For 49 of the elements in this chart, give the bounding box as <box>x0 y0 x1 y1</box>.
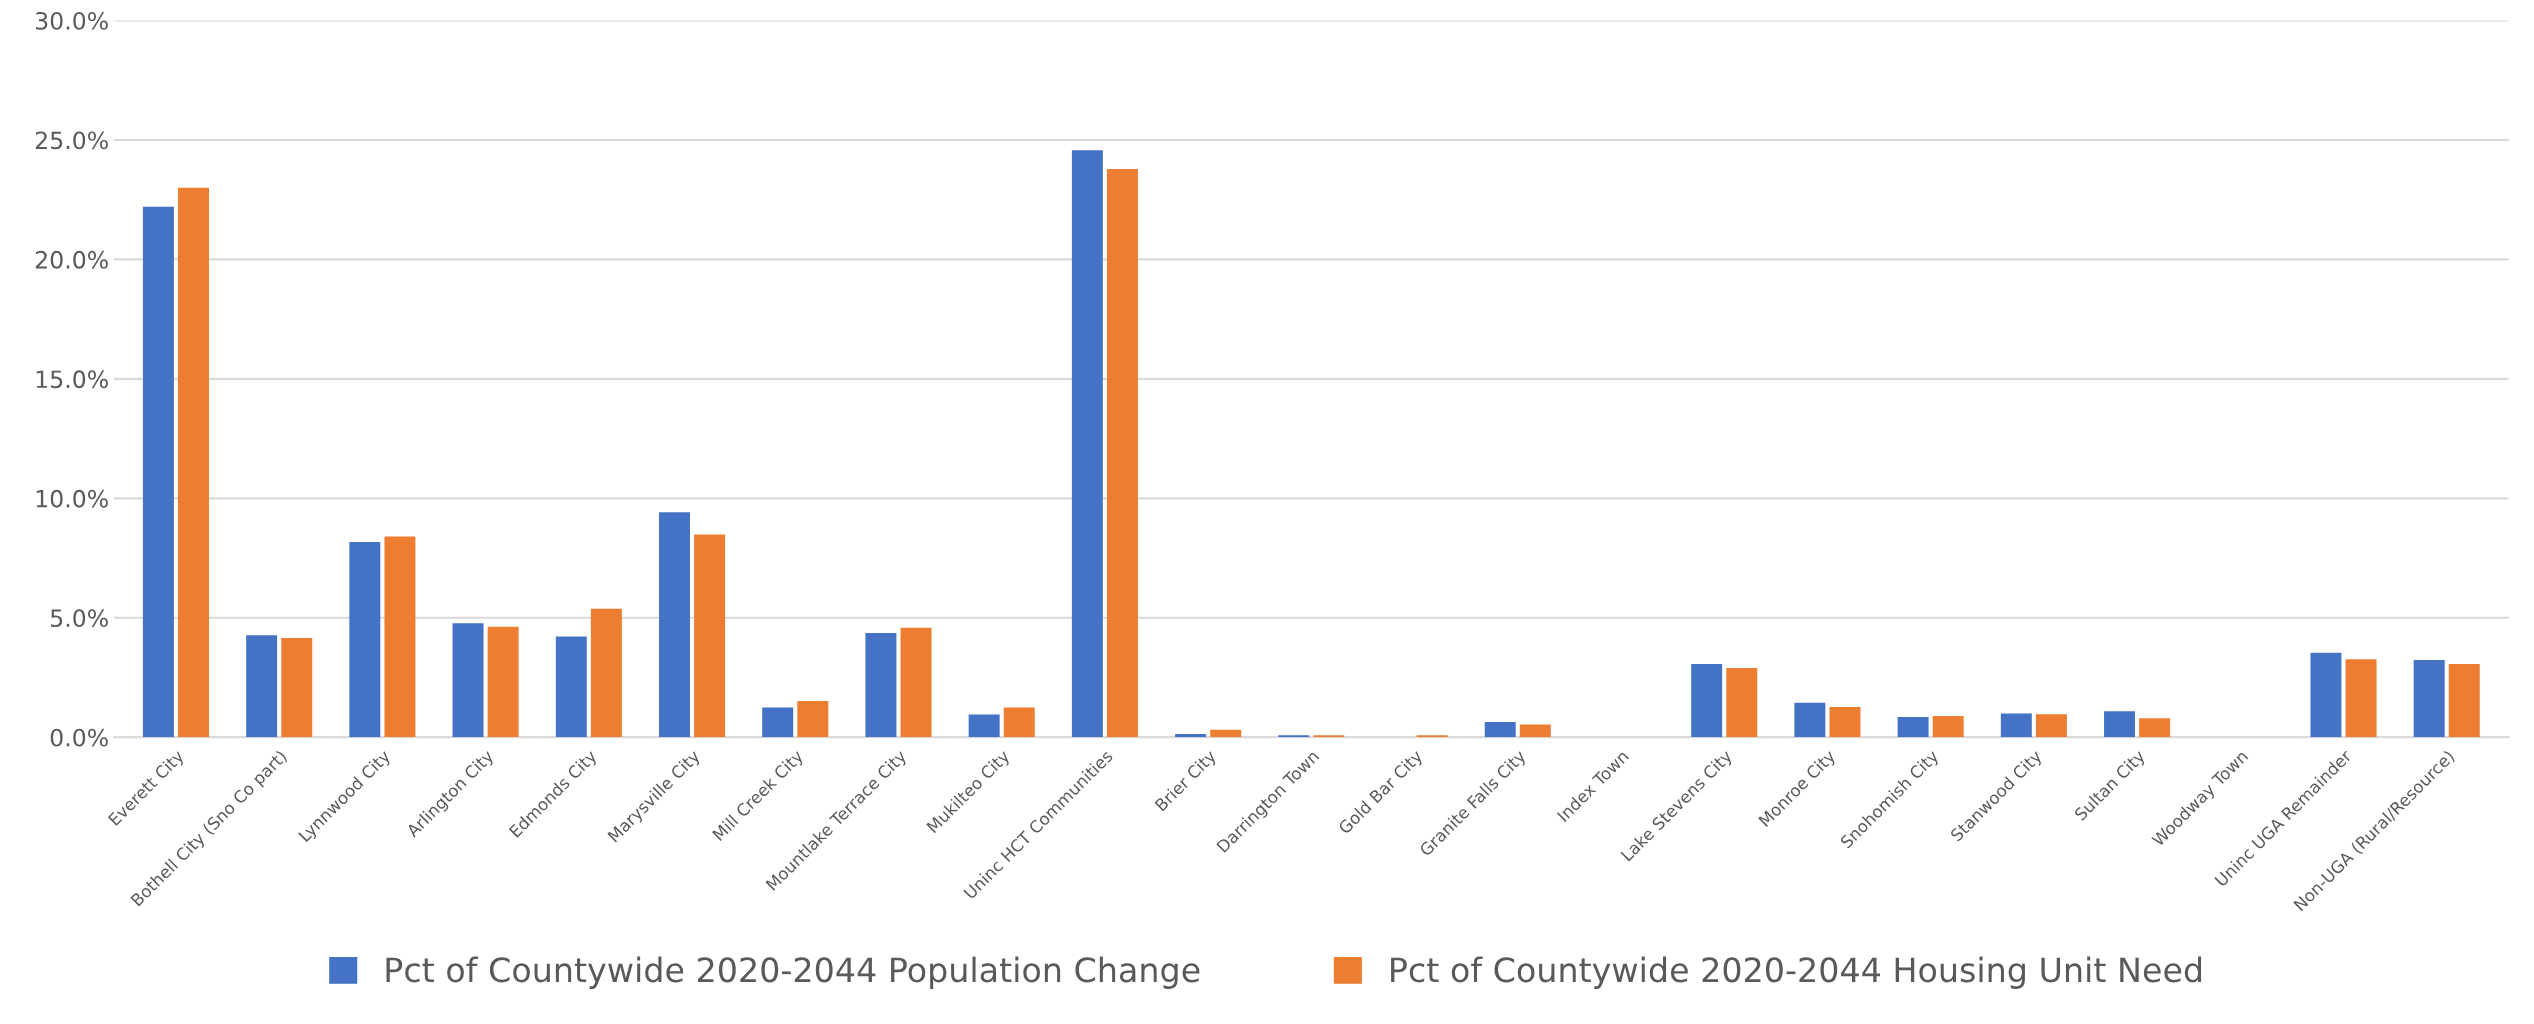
y-tick-label: 15.0% <box>36 370 108 389</box>
bar <box>1932 716 1964 738</box>
y-tick-label: 20.0% <box>35 250 108 269</box>
bar <box>1278 735 1310 738</box>
bar <box>2000 713 2032 738</box>
bar <box>2310 652 2342 738</box>
y-tick-label: 5.0% <box>51 609 108 628</box>
bar <box>1519 724 1551 738</box>
bar <box>797 700 829 738</box>
bar <box>1726 667 1758 738</box>
bar <box>1210 729 1242 738</box>
bar <box>246 635 278 738</box>
bar <box>452 623 484 738</box>
bar <box>281 638 313 738</box>
bar <box>1416 735 1448 738</box>
bar <box>1484 721 1516 738</box>
bar <box>1106 169 1138 738</box>
bar <box>1897 716 1929 738</box>
y-tick-label: 10.0% <box>36 489 108 508</box>
bar <box>487 626 519 738</box>
y-tick-label: 25.0% <box>35 131 108 150</box>
bar <box>659 512 690 738</box>
y-tick-label: 0.0% <box>50 728 108 747</box>
bar <box>178 187 209 738</box>
bar <box>2448 663 2480 738</box>
bar <box>2035 714 2067 738</box>
bar <box>1071 150 1103 738</box>
bar <box>2413 660 2445 738</box>
bar <box>1794 702 1826 738</box>
bar <box>900 627 932 738</box>
bar <box>590 608 622 738</box>
bar <box>694 534 726 738</box>
bar <box>142 206 174 738</box>
bar <box>349 542 381 738</box>
bar <box>1691 663 1723 738</box>
bar <box>384 536 416 738</box>
bar <box>2345 659 2377 738</box>
y-tick-label: 30.0% <box>35 11 108 30</box>
bar <box>2139 718 2171 738</box>
bar <box>762 707 794 738</box>
bar <box>1829 706 1861 738</box>
bar <box>1313 735 1345 738</box>
bar <box>2104 711 2136 738</box>
legend-label: Pct of Countywide 2020-2044 Population Change <box>386 956 1200 989</box>
legend-label: Pct of Countywide 2020-2044 Housing Unit Need <box>1391 956 2202 989</box>
bar <box>968 714 1000 738</box>
bar <box>555 636 587 738</box>
bar <box>1003 707 1035 738</box>
bar <box>865 633 897 738</box>
